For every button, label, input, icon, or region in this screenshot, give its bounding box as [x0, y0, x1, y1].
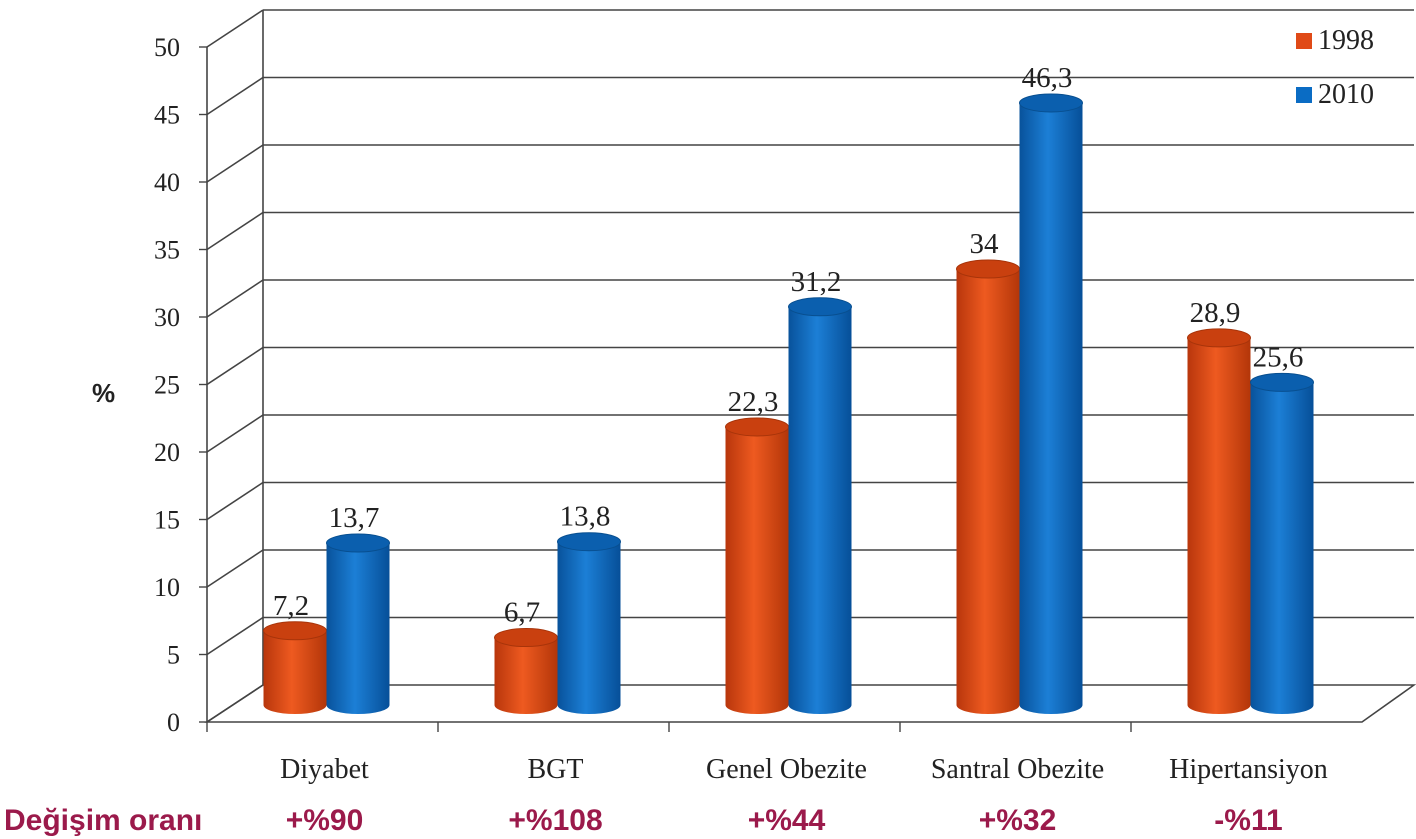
y-tick-label: 15 [154, 506, 180, 535]
data-label: 25,6 [1253, 341, 1304, 373]
x-axis-labels: Diyabet BGT Genel Obezite Santral Obezite Hi… [206, 722, 1328, 785]
y-tick-label: 25 [154, 371, 180, 400]
grid-diagonal [206, 9, 264, 48]
data-label: 7,2 [273, 590, 309, 622]
change-rate-value: +%32 [979, 804, 1057, 837]
bar-s2010-3 [1019, 93, 1083, 714]
grid-diagonal [206, 616, 264, 656]
y-tick-label: 40 [154, 168, 180, 197]
grid-diagonal [206, 346, 264, 386]
grid-diagonal [206, 414, 264, 453]
bar-s1998-3 [956, 259, 1020, 714]
change-rate-value: +%108 [508, 804, 602, 837]
grid-diagonal [206, 549, 264, 588]
legend-swatch [1296, 33, 1312, 49]
legend-label: 1998 [1318, 25, 1374, 56]
change-rate-value: +%44 [748, 804, 826, 837]
data-label: 46,3 [1022, 62, 1073, 94]
data-label: 13,7 [329, 502, 380, 534]
y-tick-label: 10 [154, 573, 180, 602]
data-label: 22,3 [728, 386, 779, 418]
data-label: 28,9 [1190, 297, 1241, 329]
x-tick-label: Diyabet [280, 754, 369, 785]
y-axis-ticks: 0 5 10 15 20 25 30 35 40 45 50 [154, 33, 207, 737]
grid-diagonal [206, 144, 264, 183]
grid-diagonal [206, 279, 264, 318]
x-tick-label: Genel Obezite [706, 754, 867, 785]
bar-s1998-2 [725, 417, 789, 714]
data-label: 6,7 [504, 597, 540, 629]
grid-diagonal [206, 211, 264, 251]
x-tick-label: BGT [528, 754, 584, 785]
bar-s1998-4 [1187, 328, 1251, 714]
y-tick-label: 45 [154, 101, 180, 130]
data-label: 31,2 [791, 266, 842, 298]
bar-s1998-1 [494, 628, 558, 714]
data-labels: 7,2 13,7 6,7 13,8 22,3 31,2 34 46,3 28,9 25,6 [273, 62, 1304, 629]
bar-s2010-2 [788, 297, 852, 714]
data-label: 13,8 [560, 501, 611, 533]
bar-s2010-0 [326, 533, 390, 714]
grid-diagonal [206, 76, 264, 116]
grid-diagonal [206, 481, 264, 521]
legend-swatch [1296, 87, 1312, 103]
change-rate-label: Değişim oranı [4, 804, 202, 837]
y-tick-label: 30 [154, 303, 180, 332]
chart-floor [204, 684, 1416, 723]
y-tick-label: 0 [167, 708, 180, 737]
change-rate-row: Değişim oranı +%90 +%108 +%44 +%32 -%11 [4, 804, 1283, 837]
y-tick-label: 5 [167, 641, 180, 670]
bar-s2010-1 [557, 532, 621, 714]
change-rate-value: -%11 [1214, 804, 1282, 837]
y-tick-label: 35 [154, 236, 180, 265]
legend-label: 2010 [1318, 79, 1374, 110]
x-tick-label: Hipertansiyon [1169, 754, 1328, 785]
data-label: 34 [970, 228, 1000, 260]
change-rate-value: +%90 [286, 804, 364, 837]
legend: 1998 2010 [1296, 25, 1374, 110]
x-tick-label: Santral Obezite [931, 754, 1104, 785]
y-tick-label: 50 [154, 33, 180, 62]
bars [263, 93, 1314, 714]
y-tick-label: 20 [154, 438, 180, 467]
bar-s2010-4 [1250, 372, 1314, 714]
y-axis-label: % [92, 378, 115, 408]
bar-s1998-0 [263, 621, 327, 714]
